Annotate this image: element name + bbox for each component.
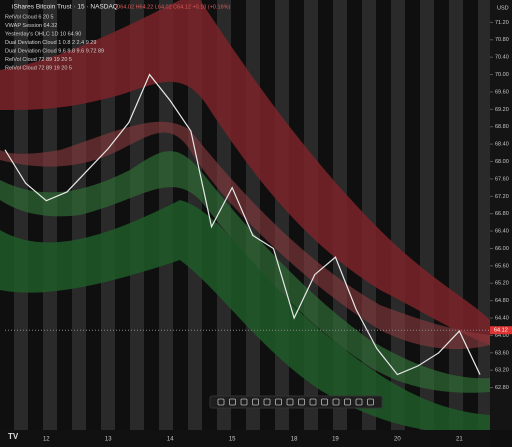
y-tick-label: 65.60 — [495, 263, 509, 269]
tool-icons — [217, 398, 374, 406]
y-tick-label: 66.00 — [495, 246, 509, 252]
legend-entry: RelVol Cloud 72 89 19 20 5 — [5, 57, 72, 63]
legend-entry: RelVol Cloud 72 89 19 20 5 — [5, 65, 72, 71]
x-tick-label: 14 — [167, 437, 174, 443]
y-tick-label: 68.00 — [495, 159, 509, 165]
stripe — [478, 0, 492, 430]
ohlc: O64.02 H64.22 L64.02 C64.12 +0.10 (+0.16… — [116, 4, 231, 10]
y-tick-label: 63.60 — [495, 350, 509, 356]
tool-icon — [263, 398, 271, 406]
legend-entry: Yesterday's OHLC 1D 10 64.90 — [5, 31, 81, 37]
currency: USD — [497, 5, 509, 11]
tool-icon — [275, 398, 282, 406]
y-tick-label: 67.20 — [495, 194, 509, 200]
tool-icon — [344, 398, 351, 406]
time-axis — [0, 430, 490, 447]
tool-icon — [229, 398, 236, 406]
last-price-box — [490, 326, 512, 335]
x-tick-label: 21 — [456, 437, 463, 443]
stripe — [130, 0, 144, 430]
stripe — [101, 0, 115, 430]
y-tick-label: 69.20 — [495, 107, 509, 113]
legend-entry: Dual Deviation Cloud 9.6 9.8 9.6 9.72 89 — [5, 48, 104, 54]
price-line — [4, 73, 481, 376]
x-tick-label: 12 — [43, 437, 50, 443]
y-tick-label: 68.40 — [495, 142, 509, 148]
y-tick-label: 66.40 — [495, 229, 509, 235]
y-tick-label: 70.80 — [495, 37, 509, 43]
y-tick-label: 64.00 — [495, 333, 509, 339]
y-tick-label: 68.80 — [495, 124, 509, 130]
y-tick-label: 69.60 — [495, 89, 509, 95]
y-tick-label: 64.80 — [495, 298, 509, 304]
y-tick-label: 70.40 — [495, 55, 509, 61]
x-tick-label: 20 — [394, 437, 401, 443]
tool-icon — [367, 398, 374, 406]
upper-cloud — [0, 0, 490, 345]
symbol-title: iShares Bitcoin Trust · 15 · NASDAQ — [12, 4, 118, 11]
inner-red-cloud — [0, 121, 490, 350]
tool-icon — [298, 398, 305, 406]
legend-entry: VWAP Session 64.32 — [5, 23, 57, 29]
tool-icon — [217, 398, 225, 406]
x-tick-label: 13 — [105, 437, 112, 443]
drawing-toolbar[interactable] — [209, 395, 383, 409]
x-tick-label: 18 — [291, 437, 298, 443]
tool-icon — [240, 398, 248, 406]
tool-icon — [321, 398, 328, 406]
plot — [4, 73, 481, 376]
y-tick-label: 71.20 — [495, 20, 509, 26]
y-tick-label: 70.00 — [495, 72, 509, 78]
legend-entry: Dual Deviation Cloud 1 0.8 2 2.4 9 29 — [5, 40, 96, 46]
tool-icon — [309, 398, 317, 406]
tool-icon — [355, 398, 363, 406]
y-tick-label: 62.80 — [495, 385, 509, 391]
legend: RelVol Cloud 6 20 5 VWAP Session 64.32 Yes… — [5, 14, 104, 71]
y-tick-label: 67.60 — [495, 176, 509, 182]
stripe — [449, 0, 463, 430]
x-tick-label: 15 — [229, 437, 236, 443]
last-price-label: 64.12 — [494, 328, 508, 334]
tool-icon — [286, 398, 294, 406]
stripe — [420, 0, 434, 430]
y-tick-label: 65.20 — [495, 281, 509, 287]
y-tick-label: 63.20 — [495, 368, 509, 374]
tool-icon — [252, 398, 259, 406]
lower-cloud — [0, 200, 490, 435]
stripe — [275, 0, 289, 430]
tool-icon — [332, 398, 340, 406]
legend-entry: RelVol Cloud 6 20 5 — [5, 14, 54, 20]
tv-logo: TV — [8, 432, 19, 441]
y-tick-label: 64.40 — [495, 315, 509, 321]
price-axis — [490, 0, 512, 430]
y-tick-label: 66.80 — [495, 211, 509, 217]
x-tick-label: 19 — [332, 437, 339, 443]
